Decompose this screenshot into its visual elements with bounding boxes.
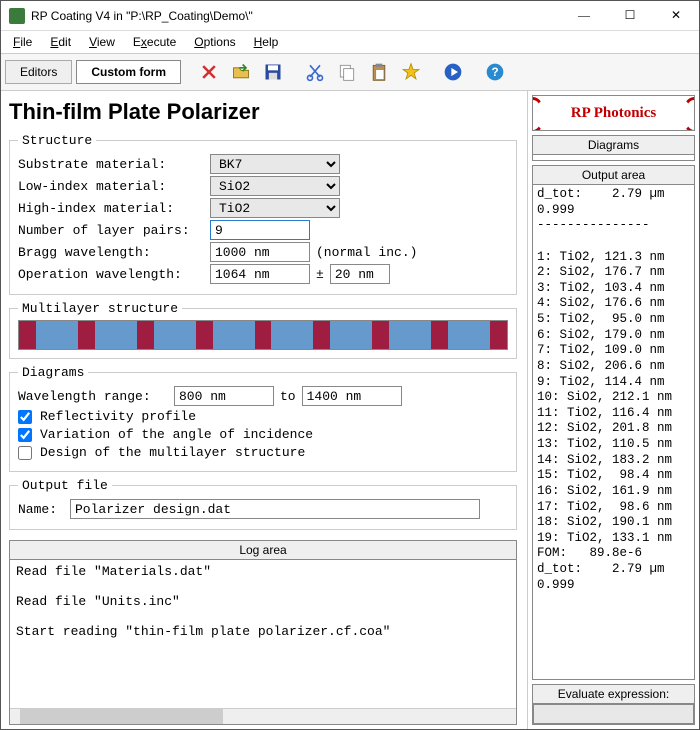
range-to-input[interactable]: [302, 386, 402, 406]
op-label: Operation wavelength:: [18, 267, 204, 282]
menu-execute[interactable]: Execute: [125, 33, 184, 51]
paste-icon[interactable]: [365, 58, 393, 86]
eval-title: Evaluate expression:: [533, 685, 694, 704]
outfile-legend: Output file: [18, 478, 112, 493]
diagrams-pane[interactable]: Diagrams: [532, 135, 695, 161]
editors-tab[interactable]: Editors: [5, 60, 72, 84]
multilayer-group: Multilayer structure: [9, 301, 517, 359]
save-icon[interactable]: [259, 58, 287, 86]
low-index-label: Low-index material:: [18, 179, 204, 194]
angle-check[interactable]: [18, 428, 32, 442]
log-body[interactable]: Read file "Materials.dat" Read file "Uni…: [10, 560, 516, 708]
design-label: Design of the multilayer structure: [40, 445, 305, 460]
range-label: Wavelength range:: [18, 389, 168, 404]
cut-icon[interactable]: [301, 58, 329, 86]
pm-label: ±: [316, 267, 324, 282]
low-index-select[interactable]: SiO2: [210, 176, 340, 196]
outfile-group: Output file Name:: [9, 478, 517, 530]
close-button[interactable]: ✕: [653, 1, 699, 31]
window-title: RP Coating V4 in "P:\RP_Coating\Demo\": [31, 9, 561, 23]
structure-legend: Structure: [18, 133, 96, 148]
multilayer-legend: Multilayer structure: [18, 301, 182, 316]
menu-help[interactable]: Help: [246, 33, 287, 51]
output-pane: Output area d_tot: 2.79 µm 0.999 -------…: [532, 165, 695, 680]
bragg-input[interactable]: [210, 242, 310, 262]
op-input[interactable]: [210, 264, 310, 284]
to-label: to: [280, 389, 296, 404]
open-icon[interactable]: [227, 58, 255, 86]
app-icon: [9, 8, 25, 24]
bragg-note: (normal inc.): [316, 245, 417, 260]
high-index-label: High-index material:: [18, 201, 204, 216]
reflectivity-check[interactable]: [18, 410, 32, 424]
diagrams-pane-title: Diagrams: [533, 136, 694, 155]
menu-file[interactable]: File: [5, 33, 40, 51]
structure-group: Structure Substrate material: BK7 Low-in…: [9, 133, 517, 295]
run-icon[interactable]: [439, 58, 467, 86]
range-from-input[interactable]: [174, 386, 274, 406]
substrate-select[interactable]: BK7: [210, 154, 340, 174]
favorite-icon[interactable]: [397, 58, 425, 86]
custom-form-tab[interactable]: Custom form: [76, 60, 181, 84]
rp-photonics-logo: RP Photonics: [532, 95, 695, 131]
page-title: Thin-film Plate Polarizer: [9, 99, 517, 125]
delete-icon[interactable]: [195, 58, 223, 86]
copy-icon[interactable]: [333, 58, 361, 86]
angle-label: Variation of the angle of incidence: [40, 427, 313, 442]
design-check[interactable]: [18, 446, 32, 460]
menu-options[interactable]: Options: [186, 33, 243, 51]
eval-pane: Evaluate expression:: [532, 684, 695, 725]
diagrams-legend: Diagrams: [18, 365, 88, 380]
output-body[interactable]: d_tot: 2.79 µm 0.999 --------------- 1: …: [533, 185, 694, 679]
menu-view[interactable]: View: [81, 33, 123, 51]
pairs-input[interactable]: [210, 220, 310, 240]
bragg-label: Bragg wavelength:: [18, 245, 204, 260]
menubar: File Edit View Execute Options Help: [1, 31, 699, 54]
minimize-button[interactable]: —: [561, 1, 607, 31]
diagrams-group: Diagrams Wavelength range: to Reflectivi…: [9, 365, 517, 472]
toolbar: Editors Custom form ?: [1, 54, 699, 91]
output-pane-title: Output area: [533, 166, 694, 185]
svg-text:?: ?: [491, 66, 498, 79]
log-area: Log area Read file "Materials.dat" Read …: [9, 540, 517, 725]
multilayer-strip: [18, 320, 508, 350]
high-index-select[interactable]: TiO2: [210, 198, 340, 218]
eval-input[interactable]: [533, 704, 694, 724]
reflectivity-label: Reflectivity profile: [40, 409, 196, 424]
maximize-button[interactable]: ☐: [607, 1, 653, 31]
titlebar: RP Coating V4 in "P:\RP_Coating\Demo\" —…: [1, 1, 699, 31]
tol-input[interactable]: [330, 264, 390, 284]
outname-label: Name:: [18, 502, 64, 517]
substrate-label: Substrate material:: [18, 157, 204, 172]
pairs-label: Number of layer pairs:: [18, 223, 204, 238]
menu-edit[interactable]: Edit: [42, 33, 79, 51]
outname-input[interactable]: [70, 499, 480, 519]
log-scrollbar[interactable]: [10, 708, 516, 724]
help-icon[interactable]: ?: [481, 58, 509, 86]
log-title: Log area: [10, 541, 516, 560]
